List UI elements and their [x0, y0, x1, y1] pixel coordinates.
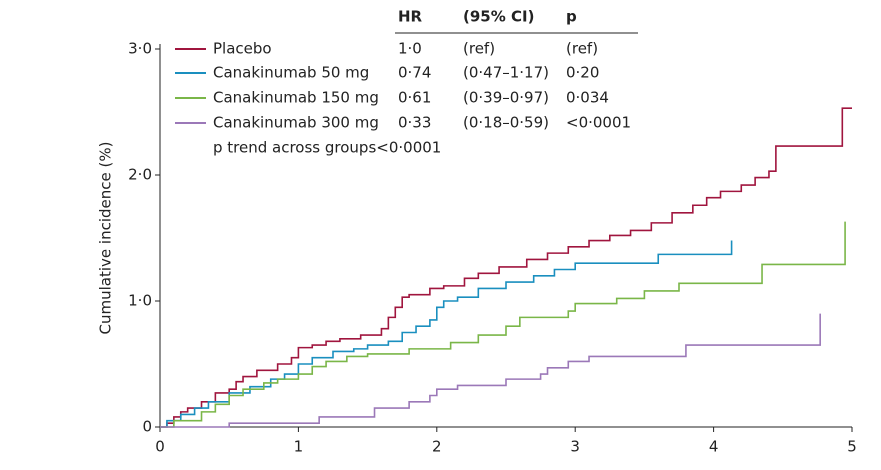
y-tick-label: 2·0 — [128, 166, 152, 184]
series-line — [160, 221, 846, 428]
table-cell: 0·20 — [566, 64, 599, 82]
table-header: (95% CI) — [463, 8, 534, 26]
x-tick-label: 5 — [847, 438, 857, 456]
legend-label: Canakinumab 150 mg — [213, 89, 379, 107]
series-line — [160, 313, 821, 428]
table-cell: 0·61 — [398, 89, 431, 107]
x-tick-label: 1 — [294, 438, 304, 456]
table-cell: (ref) — [463, 40, 495, 58]
table-cell: 0·74 — [398, 64, 431, 82]
legend-label: Placebo — [213, 40, 272, 58]
footnote: p trend across groups<0·0001 — [213, 139, 441, 157]
table-cell: 0·034 — [566, 89, 609, 107]
x-tick-label: 4 — [709, 438, 719, 456]
x-tick-label: 3 — [570, 438, 580, 456]
table-cell: 1·0 — [398, 40, 422, 58]
x-tick-label: 0 — [155, 438, 165, 456]
y-axis-label: Cumulative incidence (%) — [97, 142, 115, 335]
y-tick-label: 0 — [142, 418, 152, 436]
table-header: p — [566, 8, 577, 26]
y-tick-label: 1·0 — [128, 292, 152, 310]
x-tick-label: 2 — [432, 438, 442, 456]
legend-label: Canakinumab 50 mg — [213, 64, 369, 82]
table-cell: (0·39–0·97) — [463, 89, 549, 107]
legend-label: Canakinumab 300 mg — [213, 114, 379, 132]
table-cell: 0·33 — [398, 114, 431, 132]
series-line — [160, 240, 733, 428]
table-cell: (ref) — [566, 40, 598, 58]
table-cell: <0·0001 — [566, 114, 631, 132]
table-header: HR — [398, 8, 423, 26]
table-cell: (0·18–0·59) — [463, 114, 549, 132]
series-line — [160, 107, 852, 428]
y-tick-label: 3·0 — [128, 40, 152, 58]
table-cell: (0·47–1·17) — [463, 64, 549, 82]
